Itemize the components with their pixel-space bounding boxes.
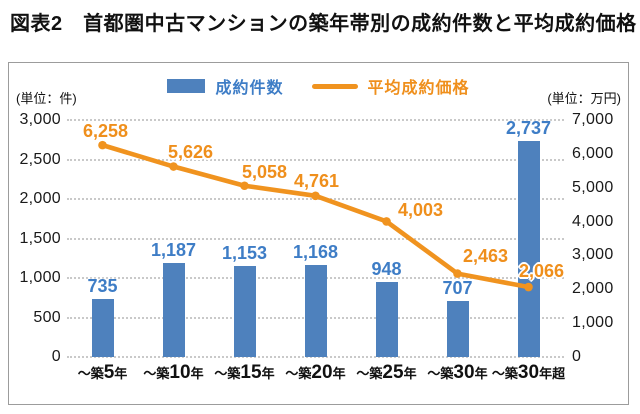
gridline [67, 119, 564, 121]
line-marker [524, 282, 533, 292]
line-value-label: 2,463 [462, 245, 509, 266]
bar-value-label: 1,168 [292, 241, 339, 262]
line-marker [382, 217, 391, 226]
x-axis-label: ～築30年超 [491, 362, 566, 383]
gridline [67, 158, 564, 161]
bar [304, 264, 327, 357]
line-value-label: 2,066 [518, 261, 565, 282]
y-axis-tick-left: 0 [51, 348, 61, 365]
legend-item-bar: 成約件数 [167, 74, 283, 98]
plot-area: 735 1,187 1,153 1,168 948 707 2,737 6,258 5,626 5… [67, 117, 565, 358]
bar [91, 298, 114, 357]
x-axis-label: ～築5年 [77, 362, 128, 383]
line-series-swatch [311, 83, 358, 89]
bar-value-label: 735 [87, 275, 118, 296]
x-axis-label: ～築20年 [285, 362, 346, 383]
y-axis-tick-right: 7,000 [572, 111, 614, 128]
line-value-label: 5,626 [167, 141, 214, 162]
line-marker [240, 181, 249, 191]
x-axis-label: ～築30年 [427, 362, 488, 383]
legend-line-label: 平均成約価格 [367, 80, 470, 97]
bar-series-swatch [167, 79, 206, 93]
gridline [67, 237, 564, 240]
y-axis-tick-right: 1,000 [572, 314, 614, 332]
left-axis-unit: (単位：件) [16, 91, 77, 106]
y-axis-tick-left: 500 [33, 308, 61, 326]
bar-value-label: 948 [371, 259, 402, 280]
chart-frame: 成約件数 平均成約価格 (単位：件) (単位：万円) 735 1,187 1,153… [8, 62, 629, 405]
line-value-label: 6,258 [82, 121, 129, 142]
bar [233, 265, 256, 357]
y-axis-tick-left: 1,500 [19, 229, 61, 247]
bar-value-label: 707 [442, 278, 473, 299]
line-marker [311, 191, 320, 201]
y-axis-tick-left: 2,000 [19, 190, 61, 207]
bar [517, 140, 540, 357]
bar [375, 282, 398, 357]
line-value-label: 4,761 [293, 170, 340, 191]
bar [162, 263, 185, 357]
x-axis-label: ～築10年 [143, 362, 204, 383]
y-axis-tick-left: 3,000 [19, 111, 61, 128]
line-marker [169, 162, 178, 171]
y-axis-tick-right: 5,000 [572, 178, 614, 196]
line-value-label: 5,058 [241, 161, 288, 182]
bar-value-label: 2,737 [505, 117, 552, 138]
y-axis-tick-right: 4,000 [572, 212, 614, 230]
y-axis-tick-right: 6,000 [572, 144, 614, 162]
right-axis-unit: (単位：万円) [547, 91, 621, 106]
figure-title: 図表2 首都圏中古マンションの築年帯別の成約件数と平均成約価格 [10, 13, 637, 35]
y-axis-tick-right: 2,000 [572, 280, 614, 298]
y-axis-tick-left: 2,500 [19, 150, 61, 168]
x-axis-label: ～築25年 [356, 362, 417, 383]
legend-item-line: 平均成約価格 [311, 74, 470, 98]
line-value-label: 4,003 [397, 200, 444, 221]
legend-bar-label: 成約件数 [215, 80, 284, 97]
line-marker [453, 269, 462, 278]
bar-value-label: 1,187 [150, 240, 197, 261]
y-axis-tick-right: 3,000 [572, 246, 614, 264]
gridline [67, 356, 564, 358]
line-marker [98, 140, 107, 150]
x-axis-label: ～築15年 [214, 362, 275, 383]
y-axis-tick-right: 0 [572, 348, 582, 365]
bar-value-label: 1,153 [221, 242, 268, 263]
bar [446, 301, 469, 357]
legend: 成約件数 平均成約価格 [9, 74, 628, 98]
price-line-chart [98, 140, 533, 292]
y-axis-tick-left: 1,000 [19, 269, 61, 286]
